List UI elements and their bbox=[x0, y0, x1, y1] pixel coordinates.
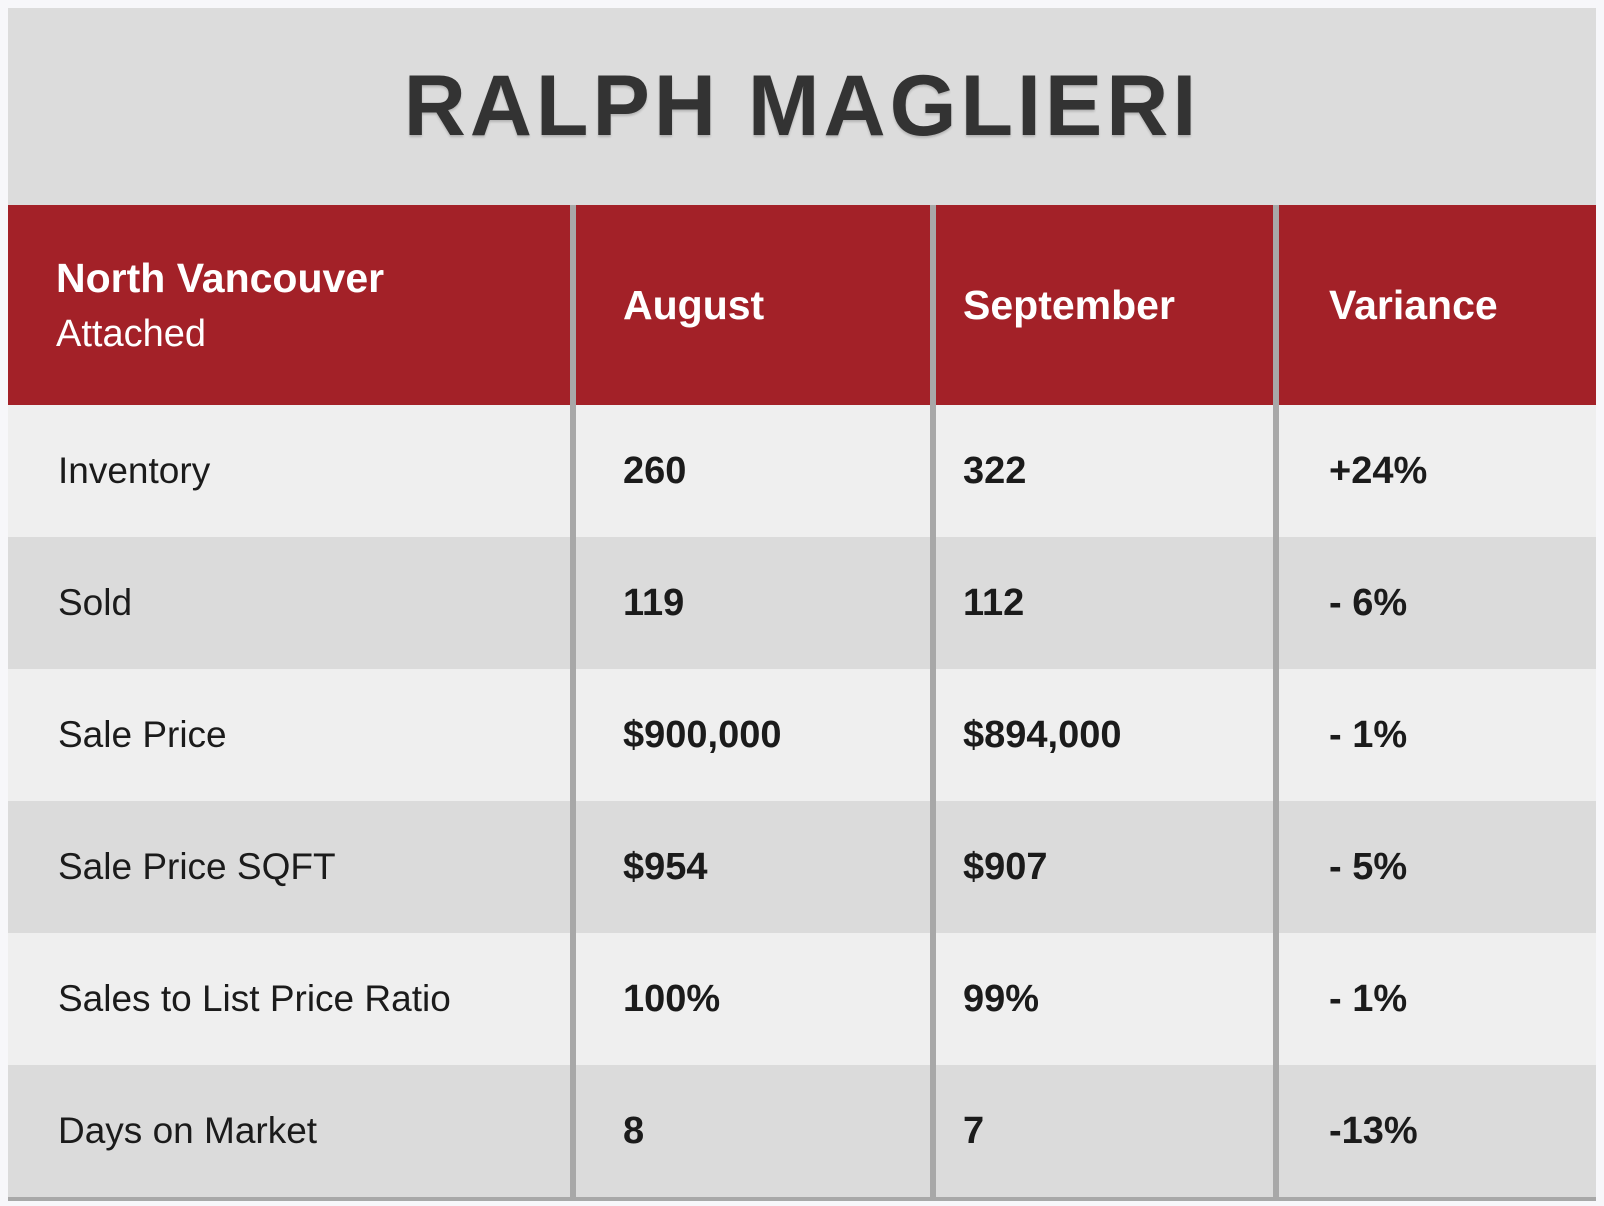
august-value-cell: $954 bbox=[570, 801, 930, 933]
stats-table: North Vancouver Attached August Septembe… bbox=[8, 205, 1596, 1201]
header-august: August bbox=[570, 205, 930, 405]
variance-value-cell: -13% bbox=[1273, 1065, 1596, 1197]
september-value-cell: 7 bbox=[930, 1065, 1273, 1197]
variance-value-cell: - 5% bbox=[1273, 801, 1596, 933]
row-label-cell: Sale Price bbox=[8, 669, 570, 801]
august-value-cell: $900,000 bbox=[570, 669, 930, 801]
page-title: RALPH MAGLIERI bbox=[403, 58, 1201, 154]
header-region-cell: North Vancouver Attached bbox=[8, 205, 570, 405]
region-name: North Vancouver bbox=[56, 254, 385, 301]
variance-value-cell: - 1% bbox=[1273, 669, 1596, 801]
august-value-cell: 8 bbox=[570, 1065, 930, 1197]
variance-value-cell: +24% bbox=[1273, 405, 1596, 537]
september-value-cell: 99% bbox=[930, 933, 1273, 1065]
september-value-cell: $894,000 bbox=[930, 669, 1273, 801]
august-value-cell: 119 bbox=[570, 537, 930, 669]
august-value-cell: 260 bbox=[570, 405, 930, 537]
row-label-cell: Sold bbox=[8, 537, 570, 669]
row-label-cell: Sales to List Price Ratio bbox=[8, 933, 570, 1065]
row-label-cell: Days on Market bbox=[8, 1065, 570, 1197]
row-label-cell: Inventory bbox=[8, 405, 570, 537]
variance-value-cell: - 1% bbox=[1273, 933, 1596, 1065]
row-label-cell: Sale Price SQFT bbox=[8, 801, 570, 933]
variance-value-cell: - 6% bbox=[1273, 537, 1596, 669]
title-bar: RALPH MAGLIERI bbox=[8, 8, 1596, 205]
august-value-cell: 100% bbox=[570, 933, 930, 1065]
september-value-cell: 322 bbox=[930, 405, 1273, 537]
september-value-cell: $907 bbox=[930, 801, 1273, 933]
region-type: Attached bbox=[56, 312, 206, 355]
header-variance: Variance bbox=[1273, 205, 1596, 405]
september-value-cell: 112 bbox=[930, 537, 1273, 669]
header-september: September bbox=[930, 205, 1273, 405]
